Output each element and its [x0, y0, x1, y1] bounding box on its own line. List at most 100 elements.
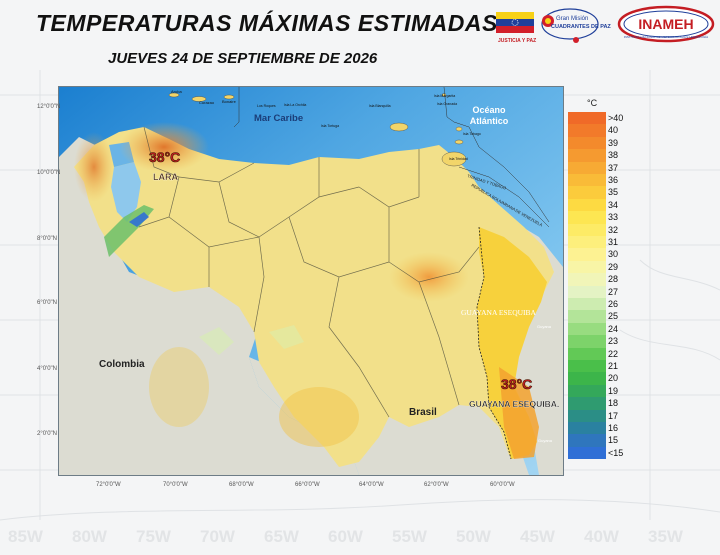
background-longitude-label: 70W	[200, 527, 235, 546]
legend-swatch	[568, 112, 606, 125]
legend-item: 32	[565, 223, 635, 236]
latitude-label: 6°0'0"N	[37, 300, 58, 306]
island-label: Isla Granada	[437, 102, 457, 106]
background-longitude-label: 45W	[520, 527, 555, 546]
legend-swatch	[568, 397, 606, 410]
inameh-subtitle: INSTITUTO NACIONAL DE METEOROLOGÍA E HID…	[624, 35, 708, 39]
legend-label: 31	[608, 237, 619, 247]
cuadrantes-de-paz-logo: Gran Misión CUADRANTES DE PAZ	[541, 8, 611, 43]
legend-item: 15	[565, 434, 635, 447]
legend-item: 37	[565, 161, 635, 174]
background-longitude-label: 75W	[136, 527, 171, 546]
legend-label: <15	[608, 447, 624, 458]
background-longitude-label: 60W	[328, 527, 363, 546]
inameh-name: INAMEH	[638, 16, 693, 32]
legend-item: 23	[565, 335, 635, 348]
island-label: Isla Tobago	[463, 132, 481, 136]
legend-item: >40	[565, 112, 635, 125]
page-title: TEMPERATURAS MÁXIMAS ESTIMADAS	[36, 10, 498, 36]
legend-swatch	[568, 285, 606, 298]
longitude-label: 64°0'0"W	[359, 482, 384, 488]
background-longitude-label: 65W	[264, 527, 299, 546]
ocean-label-line-2: Atlántico	[470, 116, 509, 126]
legend-item: 34	[565, 198, 635, 212]
legend-label: 22	[608, 348, 619, 359]
legend-swatch	[568, 136, 606, 150]
legend-label: 16	[608, 423, 619, 433]
island-label: Isla Trinidad	[449, 157, 468, 161]
legend-swatch	[568, 260, 606, 274]
page-subtitle: JUEVES 24 DE SEPTIEMBRE DE 2026	[108, 50, 378, 67]
legend-label: 30	[608, 249, 619, 260]
legend-swatch	[568, 298, 606, 311]
venezuela-land	[74, 127, 554, 467]
legend-item: 24	[565, 322, 635, 336]
max-temperature-value: 38°C	[149, 149, 180, 165]
legend-item: 31	[565, 236, 635, 249]
legend-item: 28	[565, 273, 635, 286]
legend-label: 20	[608, 373, 619, 384]
legend-swatch	[568, 174, 606, 187]
latitude-label: 12°0'0"N	[37, 104, 61, 110]
legend-item: 16	[565, 422, 635, 435]
legend-label: 17	[608, 410, 619, 421]
legend-item: 18	[565, 397, 635, 410]
brasil-label: Brasil	[409, 407, 437, 418]
legend-item: 39	[565, 136, 635, 150]
legend-swatch	[568, 446, 606, 460]
legend-label: 29	[608, 261, 619, 272]
legend-item: 21	[565, 360, 635, 373]
island-label: Isla Tortuga	[321, 124, 339, 128]
legend-item: 29	[565, 260, 635, 274]
legend-swatch	[568, 248, 606, 261]
sea-label: Mar Caribe	[254, 113, 303, 124]
flag-caption: JUSTICIA Y PAZ	[498, 38, 536, 44]
legend-label: 32	[608, 224, 619, 235]
legend-item: 17	[565, 409, 635, 422]
legend-swatch	[568, 236, 606, 249]
longitude-label: 70°0'0"W	[163, 482, 188, 488]
legend-label: 37	[608, 162, 619, 173]
legend-swatch	[568, 149, 606, 162]
island-label: Isla Margarita	[434, 94, 455, 98]
latitude-label: 4°0'0"N	[37, 366, 58, 372]
legend-item: 33	[565, 211, 635, 224]
background-longitude-label: 80W	[72, 527, 107, 546]
longitude-label: 60°0'0"W	[490, 482, 515, 488]
background-longitude-label: 50W	[456, 527, 491, 546]
max-temperature-place: LARA	[153, 172, 178, 182]
longitude-label: 66°0'0"W	[295, 482, 320, 488]
longitude-label: 62°0'0"W	[424, 482, 449, 488]
legend-swatch	[568, 322, 606, 336]
legend-label: 33	[608, 212, 619, 223]
legend-item: 22	[565, 347, 635, 360]
island-label: Los Roques	[257, 104, 276, 108]
legend-swatch	[568, 223, 606, 236]
inameh-logo: INAMEH INSTITUTO NACIONAL DE METEOROLOGÍ…	[617, 5, 715, 43]
legend-label: 21	[608, 361, 619, 371]
legend-item: 27	[565, 285, 635, 298]
legend-swatch	[568, 198, 606, 212]
legend-swatch	[568, 124, 606, 137]
legend-item: 20	[565, 372, 635, 385]
max-temperature-value: 38°C	[501, 376, 532, 392]
legend-swatch	[568, 335, 606, 348]
island-label: Bonaire	[222, 99, 237, 104]
longitude-label: 72°0'0"W	[96, 482, 121, 488]
legend-label: 40	[608, 125, 619, 136]
guyana-label: Guyana	[537, 324, 552, 329]
island-label: Isla La Orchila	[284, 103, 306, 107]
ocean-label-line-1: Océano	[472, 105, 506, 115]
max-temperature-place: GUAYANA ESEQUIBA.	[469, 399, 559, 409]
colombia-label: Colombia	[99, 359, 145, 370]
mision-line-2: CUADRANTES DE PAZ	[551, 24, 611, 30]
guayana-esequiba-land	[477, 227, 547, 459]
guyana-label: Guyana	[538, 438, 553, 443]
legend-swatch	[568, 409, 606, 422]
legend-swatch	[568, 211, 606, 224]
legend-label: 39	[608, 137, 619, 148]
header-logos: JUSTICIA Y PAZ Gran Misión CUADRANTES DE…	[496, 5, 715, 44]
legend-label: 24	[608, 323, 619, 334]
legend-item: 30	[565, 248, 635, 261]
latitude-label: 8°0'0"N	[37, 236, 58, 242]
